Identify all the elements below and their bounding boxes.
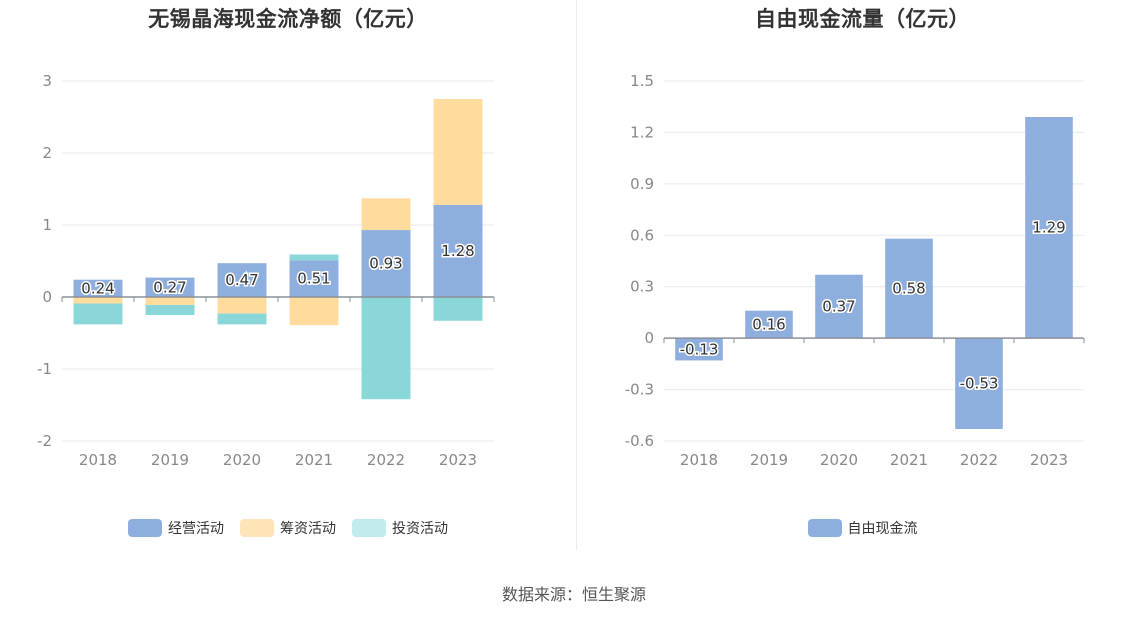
data-label: 0.27	[153, 278, 186, 296]
data-label: 0.58	[892, 279, 925, 297]
bar-投资活动	[361, 297, 411, 400]
legend-item-financing[interactable]: 筹资活动	[240, 518, 336, 538]
x-tick-label: 2022	[367, 451, 405, 469]
y-tick-label: 1	[42, 216, 52, 234]
x-tick-label: 2019	[151, 451, 189, 469]
cashflow-net-panel: 无锡晶海现金流净额（亿元） 3 2 1 0 -1 -2 2018 2019 2020 2021 20…	[0, 0, 576, 550]
cashflow-net-chart: 3 2 1 0 -1 -2 2018 2019 2020 2021 2022 2023 0.24 0.27…	[37, 72, 495, 469]
legend: 自由现金流	[577, 518, 1148, 538]
y-tick-label: 1.5	[630, 72, 654, 90]
legend-swatch	[807, 519, 842, 537]
data-label: 0.24	[81, 279, 114, 297]
x-tick-label: 2018	[79, 451, 117, 469]
x-tick-label: 2021	[295, 451, 333, 469]
bar-自由现金流	[885, 238, 933, 339]
bar-筹资活动	[433, 99, 483, 205]
data-label: -0.53	[960, 375, 999, 393]
legend-label: 投资活动	[392, 521, 448, 537]
data-label: 0.51	[297, 270, 330, 288]
legend-swatch	[128, 519, 162, 537]
bar-经营活动	[289, 260, 339, 297]
y-tick-label: 0	[644, 329, 654, 347]
bar-投资活动	[289, 254, 339, 261]
data-label: 0.16	[752, 315, 785, 333]
bar-经营活动	[145, 277, 195, 297]
free-cashflow-chart: 1.5 1.2 0.9 0.6 0.3 0 -0.3 -0.6 2018 2019 2020 2021…	[625, 72, 1085, 469]
data-label: -0.13	[680, 340, 719, 358]
x-tick-label: 2019	[750, 451, 788, 469]
bar-经营活动	[433, 204, 483, 297]
bar-经营活动	[361, 230, 411, 297]
y-tick-label: 0	[42, 288, 52, 306]
chart-title: 无锡晶海现金流净额（亿元）	[148, 7, 428, 31]
bar-筹资活动	[217, 297, 267, 314]
x-tick-label: 2023	[439, 451, 477, 469]
data-label: 0.93	[369, 255, 402, 273]
legend-label: 筹资活动	[280, 521, 336, 537]
legend: 经营活动 筹资活动 投资活动	[0, 518, 576, 538]
x-tick-label: 2020	[820, 451, 858, 469]
legend-swatch	[352, 519, 386, 537]
legend-item-free-cashflow[interactable]: 自由现金流	[807, 518, 918, 538]
bar-投资活动	[73, 303, 123, 325]
legend-label: 经营活动	[168, 521, 224, 537]
panel-divider	[576, 0, 577, 550]
y-tick-label: -0.3	[625, 381, 654, 399]
y-tick-label: -2	[37, 432, 52, 450]
bar-筹资活动	[361, 198, 411, 231]
bar-筹资活动	[145, 297, 195, 305]
x-tick-label: 2021	[890, 451, 928, 469]
x-tick-label: 2020	[223, 451, 261, 469]
legend-item-investing[interactable]: 投资活动	[352, 518, 448, 538]
bar-投资活动	[217, 313, 267, 325]
data-label: 1.28	[441, 242, 474, 260]
y-tick-label: -1	[37, 360, 52, 378]
data-label: 0.37	[822, 297, 855, 315]
y-tick-label: 2	[42, 144, 52, 162]
bar-经营活动	[217, 263, 267, 297]
bar-经营活动	[73, 279, 123, 297]
bar-投资活动	[145, 304, 195, 315]
bar-自由现金流	[955, 338, 1003, 429]
data-label: 0.47	[225, 271, 258, 289]
legend-swatch	[240, 519, 274, 537]
x-tick-label: 2018	[680, 451, 718, 469]
y-tick-label: -0.6	[625, 432, 654, 450]
bar-自由现金流	[675, 338, 723, 361]
free-cashflow-panel: 自由现金流量（亿元） 1.5 1.2 0.9 0.6 0.3 0 -0.3 -0.6 2018 2…	[577, 0, 1148, 550]
y-tick-label: 3	[42, 72, 52, 90]
bar-自由现金流	[745, 310, 793, 339]
bar-筹资活动	[73, 297, 123, 304]
x-tick-label: 2022	[960, 451, 998, 469]
y-tick-label: 1.2	[630, 123, 654, 141]
bar-自由现金流	[815, 274, 863, 339]
bar-自由现金流	[1025, 117, 1073, 339]
y-tick-label: 0.6	[630, 226, 654, 244]
legend-label: 自由现金流	[847, 521, 918, 537]
x-tick-label: 2023	[1030, 451, 1068, 469]
y-tick-label: 0.9	[630, 175, 654, 193]
data-source: 数据来源：恒生聚源	[501, 585, 646, 604]
chart-title: 自由现金流量（亿元）	[755, 7, 970, 31]
data-label: 1.29	[1032, 219, 1065, 237]
legend-item-operating[interactable]: 经营活动	[128, 518, 224, 538]
bar-投资活动	[433, 297, 483, 321]
y-tick-label: 0.3	[630, 278, 654, 296]
bar-筹资活动	[289, 297, 339, 326]
